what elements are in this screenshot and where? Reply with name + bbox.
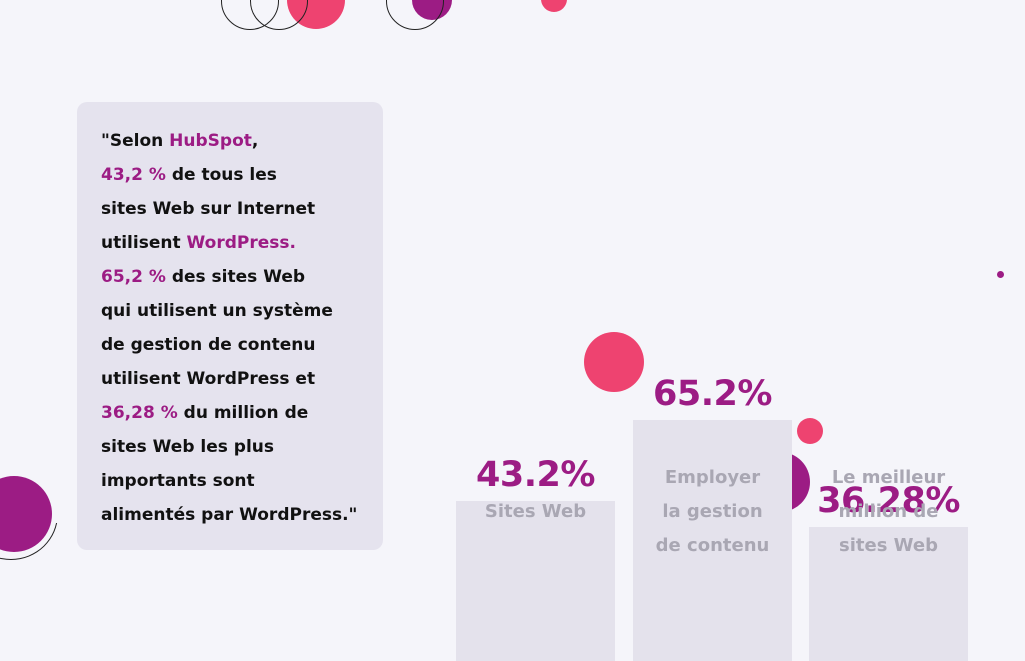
quote-fragment: importants sont xyxy=(101,471,255,491)
quote-highlight: 65,2 % xyxy=(101,267,166,287)
bar xyxy=(809,526,968,661)
bar-category-label-line: Employer xyxy=(664,467,761,488)
bar-value-label: 43.2% xyxy=(476,455,595,496)
pink-dot-decoration xyxy=(797,418,823,444)
quote-text: "Selon HubSpot, 43,2 % de tous les sites W… xyxy=(101,124,371,532)
quote-fragment: , xyxy=(251,131,259,151)
quote-fragment: de tous les xyxy=(165,165,277,185)
bar-category-label: Sites Web xyxy=(456,461,616,563)
quote-fragment: qui utilisent un système xyxy=(101,301,333,321)
bar-category-label: Le meilleur million de sites Web xyxy=(809,461,969,563)
bar-value-label: 65.2% xyxy=(653,373,772,414)
bar-category-label-line: sites Web xyxy=(839,535,938,556)
quote-highlight: WordPress. xyxy=(186,233,296,253)
bar-category-label: Employer la gestion de contenu xyxy=(633,461,793,563)
quote-highlight: 36,28 % xyxy=(101,403,178,423)
purple-dot-decoration xyxy=(997,271,1004,278)
quote-fragment: des sites Web xyxy=(165,267,306,287)
quote-fragment: de gestion de contenu xyxy=(101,335,316,355)
quote-fragment: utilisent xyxy=(101,233,187,253)
pink-circle-decoration xyxy=(584,332,644,392)
bar xyxy=(633,419,792,661)
bar-category-label-line: de contenu xyxy=(655,535,770,556)
quote-highlight: HubSpot xyxy=(169,131,252,151)
bar-value-label: 36.28% xyxy=(817,480,960,521)
quote-card: "Selon HubSpot, 43,2 % de tous les sites W… xyxy=(77,102,383,550)
bar-category-label-line: Sites Web xyxy=(484,501,587,522)
quote-fragment: sites Web les plus xyxy=(101,437,275,457)
pink-dot-decoration xyxy=(541,0,567,12)
bar-category-label-line: million de xyxy=(838,501,939,522)
bar-category-label-line: Le meilleur xyxy=(831,467,946,488)
quote-fragment: alimentés par WordPress." xyxy=(101,505,358,525)
quote-fragment: du million de xyxy=(177,403,309,423)
quote-fragment: sites Web sur Internet xyxy=(101,199,316,219)
quote-highlight: 43,2 % xyxy=(101,165,166,185)
quote-fragment: utilisent WordPress et xyxy=(101,369,316,389)
ring-outline-decoration xyxy=(386,0,444,30)
quote-fragment: "Selon xyxy=(101,131,170,151)
bar-category-label-line: la gestion xyxy=(662,501,763,522)
bar xyxy=(456,501,615,661)
